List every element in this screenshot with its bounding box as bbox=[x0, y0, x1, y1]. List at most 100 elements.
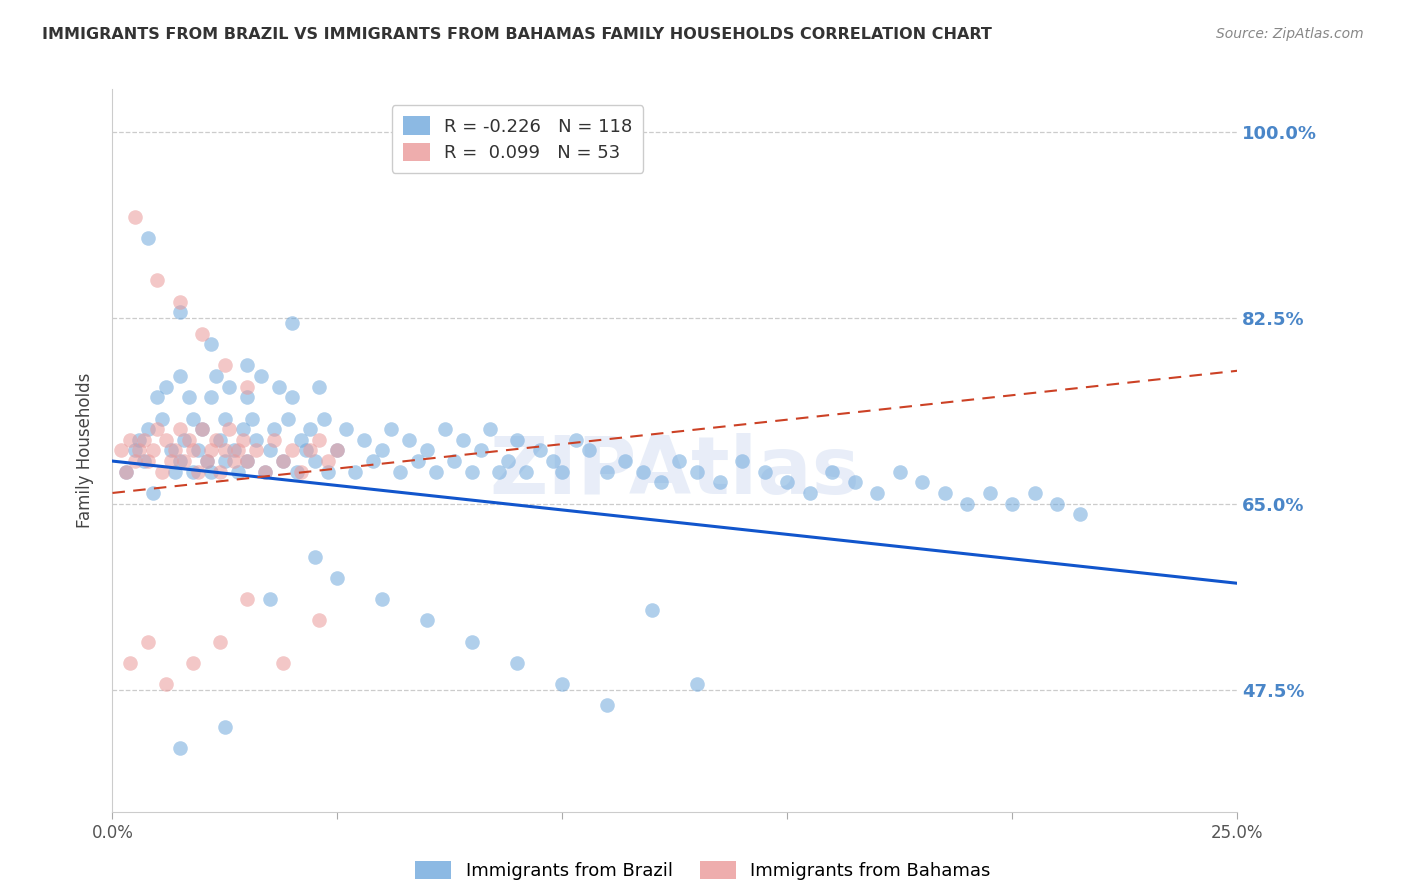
Point bbox=[754, 465, 776, 479]
Point bbox=[267, 380, 290, 394]
Point bbox=[110, 443, 132, 458]
Point bbox=[254, 465, 277, 479]
Point bbox=[263, 422, 285, 436]
Point bbox=[776, 475, 799, 490]
Point bbox=[150, 465, 173, 479]
Point bbox=[169, 454, 191, 468]
Point bbox=[479, 422, 502, 436]
Point bbox=[335, 422, 357, 436]
Point bbox=[461, 634, 484, 648]
Point bbox=[218, 422, 240, 436]
Point bbox=[177, 390, 200, 404]
Point bbox=[228, 443, 250, 458]
Point bbox=[506, 656, 529, 670]
Point bbox=[160, 443, 183, 458]
Point bbox=[529, 443, 551, 458]
Point bbox=[290, 433, 312, 447]
Point bbox=[169, 422, 191, 436]
Point bbox=[146, 273, 169, 287]
Point bbox=[551, 677, 574, 691]
Point bbox=[844, 475, 866, 490]
Point bbox=[273, 656, 295, 670]
Point bbox=[443, 454, 465, 468]
Point bbox=[389, 465, 412, 479]
Point bbox=[138, 231, 160, 245]
Point bbox=[173, 433, 195, 447]
Point bbox=[281, 316, 304, 330]
Point bbox=[650, 475, 672, 490]
Point bbox=[236, 592, 259, 607]
Point bbox=[318, 454, 340, 468]
Point bbox=[911, 475, 934, 490]
Point bbox=[470, 443, 492, 458]
Point bbox=[195, 454, 218, 468]
Point bbox=[596, 465, 619, 479]
Point bbox=[169, 305, 191, 319]
Point bbox=[142, 443, 165, 458]
Point bbox=[138, 422, 160, 436]
Point bbox=[138, 634, 160, 648]
Point bbox=[277, 411, 299, 425]
Point bbox=[299, 443, 322, 458]
Point bbox=[236, 454, 259, 468]
Point bbox=[128, 443, 150, 458]
Point bbox=[240, 411, 263, 425]
Point bbox=[263, 433, 285, 447]
Point bbox=[398, 433, 420, 447]
Point bbox=[308, 614, 330, 628]
Point bbox=[371, 592, 394, 607]
Point bbox=[228, 465, 250, 479]
Point bbox=[191, 422, 214, 436]
Point bbox=[799, 486, 821, 500]
Point bbox=[173, 454, 195, 468]
Point bbox=[290, 465, 312, 479]
Point bbox=[254, 465, 277, 479]
Point bbox=[979, 486, 1001, 500]
Point bbox=[934, 486, 956, 500]
Point bbox=[312, 411, 335, 425]
Point bbox=[222, 443, 245, 458]
Point bbox=[205, 433, 228, 447]
Point bbox=[146, 390, 169, 404]
Point bbox=[578, 443, 600, 458]
Point bbox=[416, 443, 439, 458]
Point bbox=[214, 454, 236, 468]
Point bbox=[132, 433, 155, 447]
Point bbox=[155, 380, 177, 394]
Point bbox=[236, 359, 259, 373]
Point bbox=[416, 614, 439, 628]
Point bbox=[115, 465, 138, 479]
Point bbox=[191, 326, 214, 341]
Point bbox=[425, 465, 447, 479]
Point bbox=[308, 433, 330, 447]
Point bbox=[709, 475, 731, 490]
Point bbox=[195, 454, 218, 468]
Point bbox=[304, 454, 326, 468]
Point bbox=[686, 465, 709, 479]
Point bbox=[214, 720, 236, 734]
Point bbox=[295, 443, 318, 458]
Point bbox=[187, 443, 209, 458]
Point bbox=[236, 390, 259, 404]
Point bbox=[956, 497, 979, 511]
Point bbox=[1046, 497, 1069, 511]
Point bbox=[245, 433, 267, 447]
Point bbox=[155, 677, 177, 691]
Point bbox=[380, 422, 402, 436]
Point bbox=[169, 369, 191, 384]
Point bbox=[177, 433, 200, 447]
Point bbox=[183, 411, 205, 425]
Point bbox=[214, 359, 236, 373]
Point bbox=[146, 422, 169, 436]
Point bbox=[285, 465, 308, 479]
Point bbox=[183, 656, 205, 670]
Point bbox=[866, 486, 889, 500]
Point bbox=[326, 443, 349, 458]
Point bbox=[124, 454, 146, 468]
Point bbox=[461, 465, 484, 479]
Point bbox=[408, 454, 430, 468]
Point bbox=[668, 454, 690, 468]
Legend: R = -0.226   N = 118, R =  0.099   N = 53: R = -0.226 N = 118, R = 0.099 N = 53 bbox=[392, 105, 643, 173]
Point bbox=[371, 443, 394, 458]
Point bbox=[165, 443, 187, 458]
